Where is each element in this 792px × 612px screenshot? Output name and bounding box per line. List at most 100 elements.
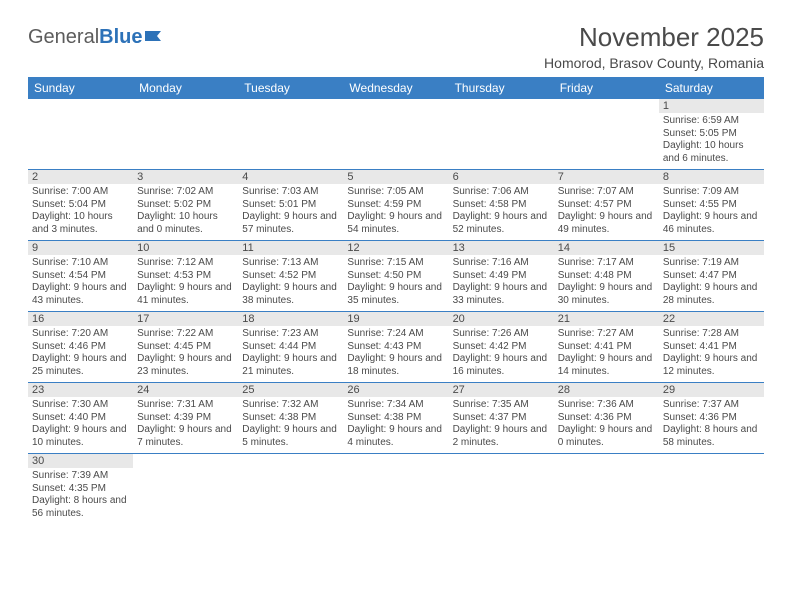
day-number: 2 xyxy=(28,170,133,184)
sunset-line: Sunset: 4:55 PM xyxy=(663,199,760,212)
daylight-line: Daylight: 9 hours and 12 minutes. xyxy=(663,353,760,378)
calendar-cell xyxy=(343,99,448,170)
sunrise-line: Sunrise: 7:22 AM xyxy=(137,328,234,341)
daylight-line: Daylight: 9 hours and 54 minutes. xyxy=(347,211,444,236)
day-info: Sunrise: 7:35 AMSunset: 4:37 PMDaylight:… xyxy=(453,399,550,449)
sunset-line: Sunset: 4:41 PM xyxy=(663,341,760,354)
calendar-cell xyxy=(28,99,133,170)
sunset-line: Sunset: 4:40 PM xyxy=(32,412,129,425)
sunrise-line: Sunrise: 7:36 AM xyxy=(558,399,655,412)
sunrise-line: Sunrise: 7:31 AM xyxy=(137,399,234,412)
daylight-line: Daylight: 10 hours and 3 minutes. xyxy=(32,211,129,236)
day-number: 12 xyxy=(343,241,448,255)
day-number: 8 xyxy=(659,170,764,184)
weekday-header: Wednesday xyxy=(343,77,448,99)
day-number: 23 xyxy=(28,383,133,397)
calendar-cell: 4Sunrise: 7:03 AMSunset: 5:01 PMDaylight… xyxy=(238,170,343,241)
day-number: 22 xyxy=(659,312,764,326)
calendar-cell: 13Sunrise: 7:16 AMSunset: 4:49 PMDayligh… xyxy=(449,241,554,312)
sunset-line: Sunset: 4:52 PM xyxy=(242,270,339,283)
day-info: Sunrise: 7:32 AMSunset: 4:38 PMDaylight:… xyxy=(242,399,339,449)
calendar-page: GeneralBlue November 2025 Homorod, Braso… xyxy=(0,0,792,546)
daylight-line: Daylight: 9 hours and 21 minutes. xyxy=(242,353,339,378)
daylight-line: Daylight: 9 hours and 41 minutes. xyxy=(137,282,234,307)
day-info: Sunrise: 7:09 AMSunset: 4:55 PMDaylight:… xyxy=(663,186,760,236)
daylight-line: Daylight: 9 hours and 25 minutes. xyxy=(32,353,129,378)
sunset-line: Sunset: 4:38 PM xyxy=(347,412,444,425)
calendar-cell xyxy=(449,454,554,525)
location: Homorod, Brasov County, Romania xyxy=(544,55,764,71)
daylight-line: Daylight: 9 hours and 49 minutes. xyxy=(558,211,655,236)
day-info: Sunrise: 7:36 AMSunset: 4:36 PMDaylight:… xyxy=(558,399,655,449)
calendar-row: 1 Sunrise: 6:59 AMSunset: 5:05 PMDaylight… xyxy=(28,99,764,170)
sunrise-line: Sunrise: 7:03 AM xyxy=(242,186,339,199)
calendar-cell xyxy=(554,99,659,170)
sunrise-line: Sunrise: 6:59 AM xyxy=(663,115,760,128)
sunrise-line: Sunrise: 7:30 AM xyxy=(32,399,129,412)
sunrise-line: Sunrise: 7:34 AM xyxy=(347,399,444,412)
daylight-line: Daylight: 9 hours and 52 minutes. xyxy=(453,211,550,236)
calendar-cell: 22Sunrise: 7:28 AMSunset: 4:41 PMDayligh… xyxy=(659,312,764,383)
sunrise-line: Sunrise: 7:02 AM xyxy=(137,186,234,199)
weekday-header: Sunday xyxy=(28,77,133,99)
day-number: 5 xyxy=(343,170,448,184)
day-info: Sunrise: 7:16 AMSunset: 4:49 PMDaylight:… xyxy=(453,257,550,307)
daylight-line: Daylight: 9 hours and 4 minutes. xyxy=(347,424,444,449)
sunset-line: Sunset: 4:36 PM xyxy=(663,412,760,425)
sunrise-line: Sunrise: 7:37 AM xyxy=(663,399,760,412)
day-info: Sunrise: 6:59 AMSunset: 5:05 PMDaylight:… xyxy=(663,115,760,165)
sunset-line: Sunset: 5:01 PM xyxy=(242,199,339,212)
calendar-table: Sunday Monday Tuesday Wednesday Thursday… xyxy=(28,77,764,524)
sunset-line: Sunset: 5:05 PM xyxy=(663,128,760,141)
daylight-line: Daylight: 9 hours and 35 minutes. xyxy=(347,282,444,307)
sunrise-line: Sunrise: 7:27 AM xyxy=(558,328,655,341)
calendar-cell: 30Sunrise: 7:39 AMSunset: 4:35 PMDayligh… xyxy=(28,454,133,525)
calendar-row: 16Sunrise: 7:20 AMSunset: 4:46 PMDayligh… xyxy=(28,312,764,383)
sunset-line: Sunset: 4:49 PM xyxy=(453,270,550,283)
daylight-line: Daylight: 9 hours and 28 minutes. xyxy=(663,282,760,307)
daylight-line: Daylight: 9 hours and 5 minutes. xyxy=(242,424,339,449)
calendar-cell: 8 Sunrise: 7:09 AMSunset: 4:55 PMDaylight… xyxy=(659,170,764,241)
sunset-line: Sunset: 5:02 PM xyxy=(137,199,234,212)
day-number: 16 xyxy=(28,312,133,326)
sunrise-line: Sunrise: 7:17 AM xyxy=(558,257,655,270)
calendar-cell: 28Sunrise: 7:36 AMSunset: 4:36 PMDayligh… xyxy=(554,383,659,454)
calendar-cell: 10Sunrise: 7:12 AMSunset: 4:53 PMDayligh… xyxy=(133,241,238,312)
calendar-cell: 15Sunrise: 7:19 AMSunset: 4:47 PMDayligh… xyxy=(659,241,764,312)
calendar-cell: 18Sunrise: 7:23 AMSunset: 4:44 PMDayligh… xyxy=(238,312,343,383)
day-number: 26 xyxy=(343,383,448,397)
day-number: 1 xyxy=(659,99,764,113)
sunset-line: Sunset: 4:39 PM xyxy=(137,412,234,425)
sunset-line: Sunset: 4:48 PM xyxy=(558,270,655,283)
calendar-cell: 9Sunrise: 7:10 AMSunset: 4:54 PMDaylight… xyxy=(28,241,133,312)
weekday-header: Monday xyxy=(133,77,238,99)
sunset-line: Sunset: 4:58 PM xyxy=(453,199,550,212)
logo-general: General xyxy=(28,26,99,49)
sunrise-line: Sunrise: 7:00 AM xyxy=(32,186,129,199)
sunrise-line: Sunrise: 7:16 AM xyxy=(453,257,550,270)
day-info: Sunrise: 7:12 AMSunset: 4:53 PMDaylight:… xyxy=(137,257,234,307)
sunrise-line: Sunrise: 7:07 AM xyxy=(558,186,655,199)
daylight-line: Daylight: 9 hours and 16 minutes. xyxy=(453,353,550,378)
title-block: November 2025 Homorod, Brasov County, Ro… xyxy=(544,22,764,71)
calendar-row: 2Sunrise: 7:00 AMSunset: 5:04 PMDaylight… xyxy=(28,170,764,241)
calendar-cell xyxy=(238,99,343,170)
day-number: 25 xyxy=(238,383,343,397)
sunrise-line: Sunrise: 7:35 AM xyxy=(453,399,550,412)
day-info: Sunrise: 7:31 AMSunset: 4:39 PMDaylight:… xyxy=(137,399,234,449)
sunset-line: Sunset: 4:59 PM xyxy=(347,199,444,212)
day-info: Sunrise: 7:37 AMSunset: 4:36 PMDaylight:… xyxy=(663,399,760,449)
daylight-line: Daylight: 9 hours and 57 minutes. xyxy=(242,211,339,236)
weekday-header: Thursday xyxy=(449,77,554,99)
calendar-cell: 23Sunrise: 7:30 AMSunset: 4:40 PMDayligh… xyxy=(28,383,133,454)
sunrise-line: Sunrise: 7:23 AM xyxy=(242,328,339,341)
calendar-cell xyxy=(659,454,764,525)
daylight-line: Daylight: 9 hours and 0 minutes. xyxy=(558,424,655,449)
sunrise-line: Sunrise: 7:09 AM xyxy=(663,186,760,199)
day-info: Sunrise: 7:24 AMSunset: 4:43 PMDaylight:… xyxy=(347,328,444,378)
day-info: Sunrise: 7:03 AMSunset: 5:01 PMDaylight:… xyxy=(242,186,339,236)
calendar-cell: 21Sunrise: 7:27 AMSunset: 4:41 PMDayligh… xyxy=(554,312,659,383)
calendar-cell: 1 Sunrise: 6:59 AMSunset: 5:05 PMDaylight… xyxy=(659,99,764,170)
calendar-cell: 12Sunrise: 7:15 AMSunset: 4:50 PMDayligh… xyxy=(343,241,448,312)
calendar-cell: 11Sunrise: 7:13 AMSunset: 4:52 PMDayligh… xyxy=(238,241,343,312)
